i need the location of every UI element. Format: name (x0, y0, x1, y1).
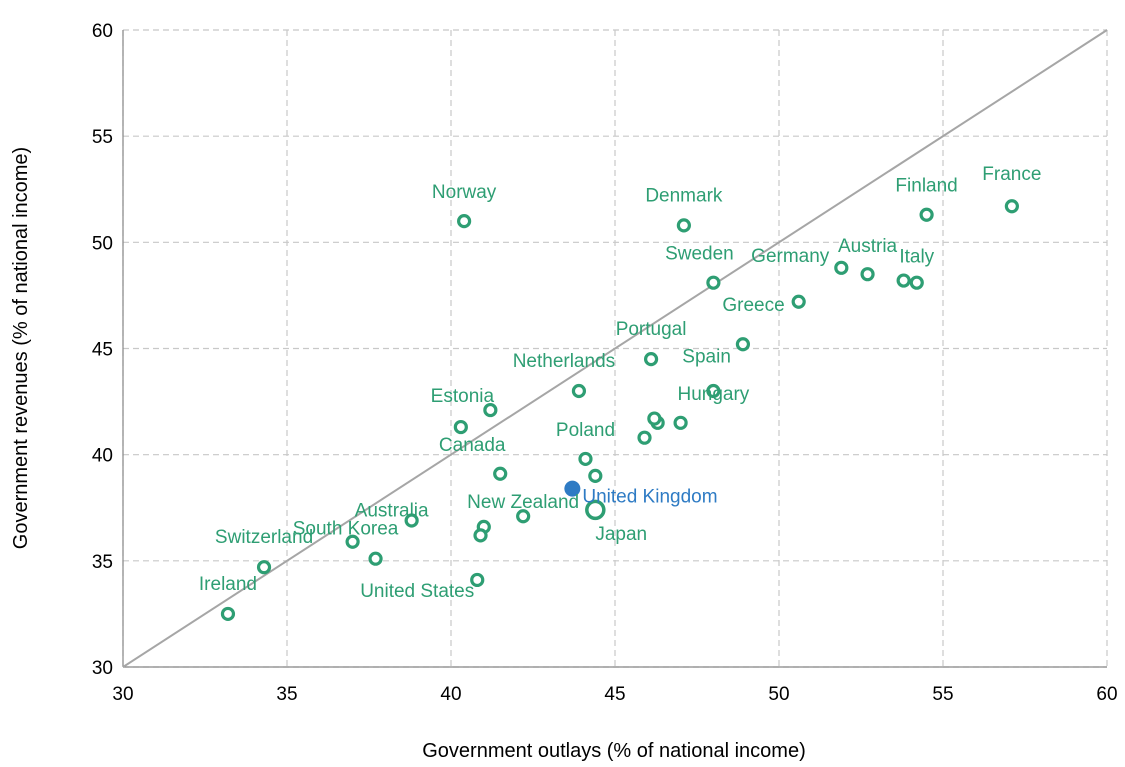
data-point (834, 260, 849, 275)
x-tick-label: 50 (768, 684, 789, 705)
data-point (647, 411, 662, 426)
y-axis-title: Government revenues (% of national incom… (10, 147, 32, 549)
x-tick-label: 35 (276, 684, 297, 705)
point-label: Portugal (616, 319, 687, 340)
data-point (483, 402, 498, 418)
point-label: United States (360, 581, 474, 602)
x-tick-label: 55 (932, 684, 953, 705)
x-tick-label: 40 (440, 684, 461, 705)
point-label: Sweden (665, 244, 734, 265)
data-point (345, 534, 360, 549)
point-label: New Zealand (467, 492, 579, 513)
point-label: Switzerland (215, 527, 313, 548)
data-point (368, 551, 383, 566)
point-label: Norway (432, 182, 497, 203)
y-tick-label: 35 (92, 552, 113, 573)
data-point (919, 207, 934, 222)
point-label: Germany (751, 246, 830, 267)
point-label: Japan (595, 524, 647, 545)
data-point (643, 352, 659, 367)
data-point (585, 499, 606, 521)
data-point (220, 606, 236, 622)
data-point (470, 572, 485, 588)
point-label: Hungary (677, 384, 749, 405)
axes (122, 30, 1107, 668)
y-tick-label: 60 (92, 21, 113, 42)
data-point (457, 214, 472, 229)
data-point (493, 466, 508, 481)
y-tick-label: 50 (92, 233, 113, 254)
point-label: South Korea (293, 519, 399, 540)
y-tick-label: 45 (92, 340, 113, 361)
point-label: Canada (439, 435, 506, 456)
point-label: Spain (682, 346, 731, 367)
x-tick-label: 45 (604, 684, 625, 705)
data-point (706, 383, 721, 399)
data-point (473, 528, 488, 543)
data-point (1004, 199, 1019, 214)
data-point (676, 218, 691, 233)
y-tick-label: 30 (92, 658, 113, 679)
point-label: Ireland (199, 574, 257, 595)
data-point (571, 383, 587, 399)
point-label: Finland (895, 176, 957, 197)
point-label: Australia (355, 500, 429, 521)
point-label: United Kingdom (582, 487, 717, 508)
data-points (220, 199, 1019, 622)
x-tick-label: 60 (1096, 684, 1117, 705)
data-point (578, 451, 593, 467)
data-point-highlight (564, 480, 581, 497)
point-label: Italy (899, 247, 934, 268)
point-label: Austria (838, 236, 898, 257)
data-point (516, 509, 531, 524)
point-label: Estonia (431, 386, 495, 407)
data-point (706, 275, 721, 290)
point-label: France (982, 164, 1041, 185)
x-tick-label: 30 (112, 684, 133, 705)
reference-line-45deg (122, 29, 1108, 668)
point-label: Netherlands (513, 351, 615, 372)
data-point (909, 275, 924, 290)
point-label: Greece (722, 295, 784, 316)
data-point (637, 430, 652, 445)
data-point (588, 468, 603, 483)
x-axis-title: Government outlays (% of national income… (422, 740, 806, 762)
y-tick-label: 55 (92, 127, 113, 148)
data-point (673, 415, 688, 430)
point-label: Poland (556, 420, 615, 441)
data-point (256, 560, 272, 575)
data-point (896, 273, 911, 288)
data-point (791, 294, 806, 309)
data-point (453, 419, 468, 435)
data-point (860, 267, 875, 282)
point-label: Denmark (645, 185, 723, 206)
data-point (404, 513, 419, 528)
y-tick-label: 40 (92, 446, 113, 467)
tick-labels: 30 35 40 45 50 55 60 30 35 40 45 50 55 60 (92, 21, 1118, 705)
data-point (735, 337, 751, 352)
